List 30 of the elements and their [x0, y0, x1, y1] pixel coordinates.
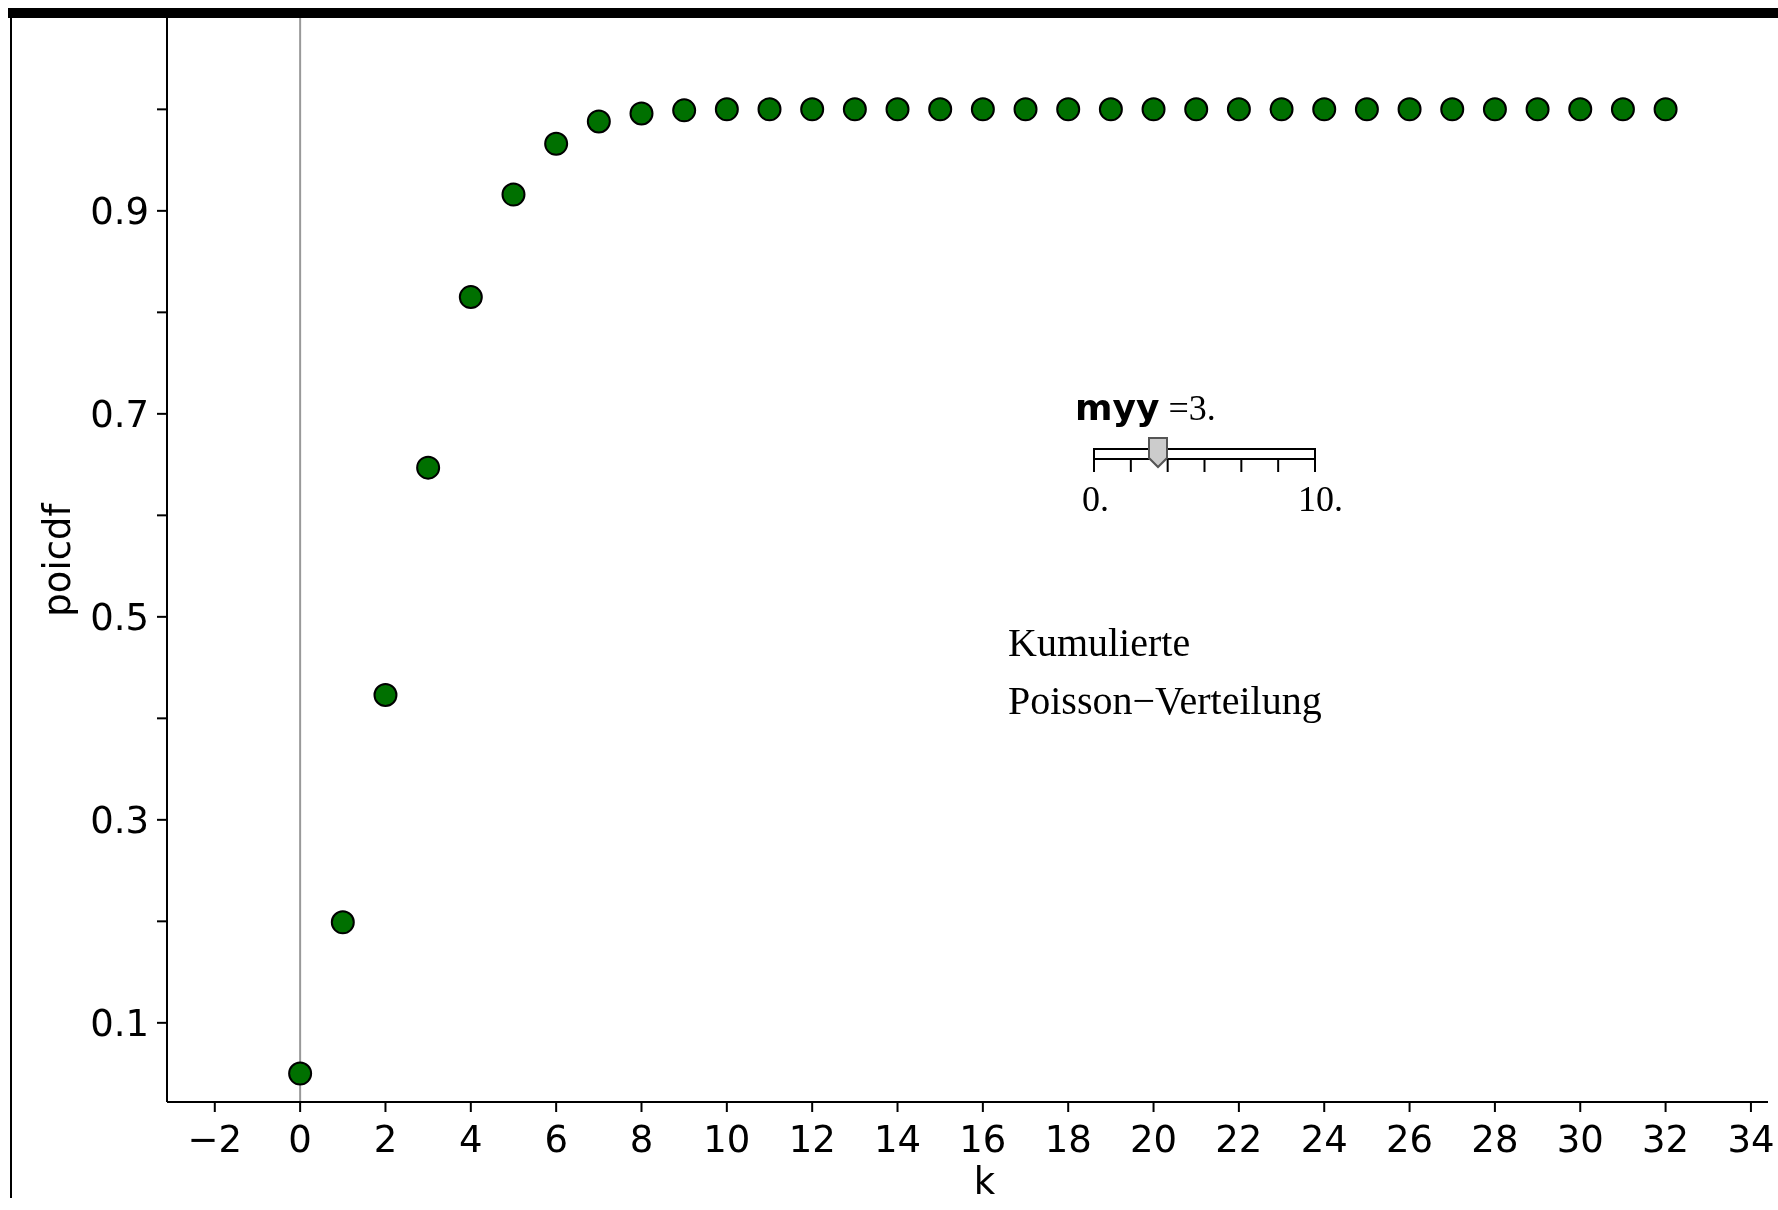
x-tick-label: 18 — [1044, 1118, 1092, 1161]
x-tick-label: 24 — [1300, 1118, 1348, 1161]
x-tick-label: 30 — [1556, 1118, 1604, 1161]
y-tick-label: 0.3 — [90, 798, 149, 842]
x-tick-label: 26 — [1386, 1118, 1434, 1161]
y-axis-title: poicdf — [36, 502, 79, 617]
x-tick-label: 2 — [373, 1118, 398, 1161]
x-axis-title: k — [973, 1160, 996, 1203]
annotation: Kumulierte Poisson−Verteilung — [1008, 620, 1322, 723]
annotation: 0. — [1082, 479, 1109, 519]
x-tick-label: 22 — [1215, 1118, 1263, 1161]
x-tick-label: 28 — [1471, 1118, 1519, 1161]
x-tick-label: 12 — [788, 1118, 836, 1161]
x-tick-label: 20 — [1130, 1118, 1178, 1161]
annotation: 10. — [1298, 479, 1343, 519]
x-tick-label: 16 — [959, 1118, 1007, 1161]
y-tick-label: 0.7 — [90, 392, 149, 436]
x-tick-label: 8 — [629, 1118, 654, 1161]
x-tick-label: 10 — [703, 1118, 751, 1161]
x-tick-label: −2 — [187, 1118, 243, 1161]
y-tick-label: 0.5 — [90, 595, 149, 639]
annotation: myy =3. — [1075, 387, 1216, 428]
x-tick-label: 4 — [459, 1118, 483, 1161]
y-tick-label: 0.1 — [90, 1001, 149, 1045]
x-tick-label: 32 — [1642, 1118, 1690, 1161]
x-tick-label: 6 — [544, 1118, 568, 1161]
x-tick-label: 0 — [288, 1118, 312, 1161]
x-tick-label: 14 — [873, 1118, 922, 1161]
y-tick-label: 0.9 — [90, 189, 149, 233]
x-tick-label: 34 — [1727, 1118, 1775, 1161]
